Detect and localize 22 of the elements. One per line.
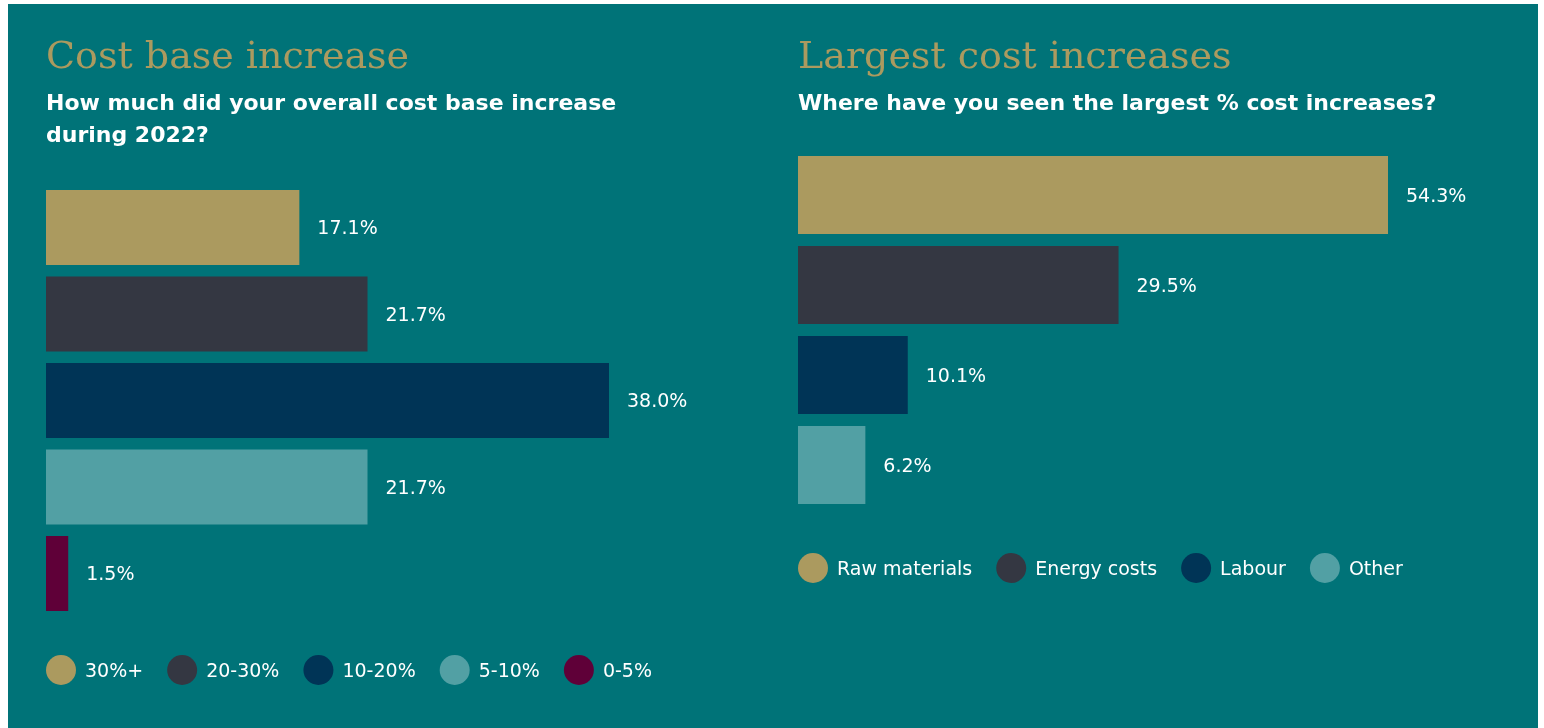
data-label: 6.2% — [883, 453, 932, 476]
data-label: 54.3% — [1406, 183, 1467, 206]
legend-label: 0-5% — [602, 658, 652, 681]
legend-label: 5-10% — [478, 658, 540, 681]
data-label: 38.0% — [627, 389, 688, 412]
chart-title: Largest cost increases — [798, 33, 1232, 77]
chart-subtitle: Where have you seen the largest % cost increases? — [798, 90, 1437, 115]
chart-subtitle: How much did your overall cost base increase during 2022? — [46, 90, 617, 147]
data-label: 10.1% — [925, 363, 987, 386]
chart-title: Cost base increase — [46, 33, 410, 77]
legend-label: Raw materials — [837, 556, 973, 579]
legend-label: 20-30% — [206, 658, 280, 681]
data-label: 17.1% — [317, 216, 378, 239]
data-label: 21.7% — [385, 302, 446, 325]
legend-label: Other — [1348, 556, 1404, 579]
legend-label: Energy costs — [1035, 556, 1158, 579]
legend-label: Labour — [1220, 556, 1287, 579]
legend-label: 30%+ — [85, 658, 144, 681]
data-label: 1.5% — [86, 562, 135, 585]
data-label: 29.5% — [1136, 273, 1197, 296]
data-label: 21.7% — [385, 475, 446, 498]
legend-label: 10-20% — [342, 658, 416, 681]
